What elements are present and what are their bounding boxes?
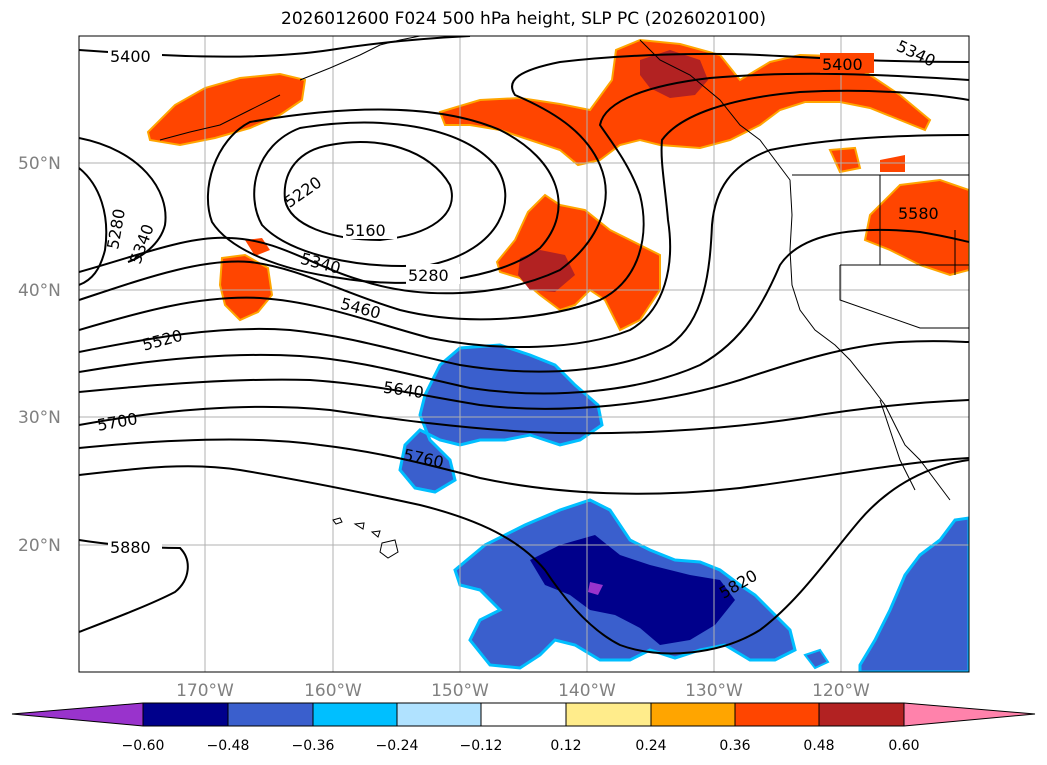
lon-label: 140°W: [558, 681, 616, 701]
colorbar-tick-label: −0.24: [376, 738, 419, 754]
contour-label: 5400: [110, 47, 151, 66]
colorbar-tick-label: 0.36: [719, 738, 750, 754]
coastlines: [159, 36, 969, 501]
contour-label: 5160: [345, 221, 386, 240]
colorbar-tick-label: −0.60: [122, 738, 165, 754]
colorbar-segment: [313, 703, 397, 726]
colorbar-right-extension: [904, 703, 1035, 726]
lon-label: 160°W: [304, 681, 362, 701]
colorbar-segment: [735, 703, 819, 726]
colorbar: −0.60 −0.48 −0.36 −0.24 −0.12 0.12 0.24 …: [11, 702, 1036, 754]
contour-label: 5280: [408, 266, 449, 285]
colorbar-segment: [481, 703, 566, 726]
lat-label: 50°N: [18, 154, 61, 174]
map-title: 2026012600 F024 500 hPa height, SLP PC (…: [281, 9, 766, 29]
lat-label: 20°N: [18, 536, 61, 556]
lon-label: 150°W: [431, 681, 489, 701]
latitude-labels: 50°N 40°N 30°N 20°N: [18, 154, 61, 556]
colorbar-tick-label: −0.36: [292, 738, 335, 754]
colorbar-segment: [397, 703, 481, 726]
longitude-labels: 170°W 160°W 150°W 140°W 130°W 120°W: [176, 681, 870, 701]
lat-label: 30°N: [18, 408, 61, 428]
contour-label: 5580: [898, 204, 939, 223]
colorbar-segment: [228, 703, 313, 726]
graticule: [79, 36, 969, 672]
colorbar-tick-label: 0.48: [803, 738, 834, 754]
lon-label: 120°W: [812, 681, 870, 701]
colorbar-segment: [143, 703, 228, 726]
lon-label: 130°W: [685, 681, 743, 701]
colorbar-segment: [566, 703, 651, 726]
colorbar-ticks: −0.60 −0.48 −0.36 −0.24 −0.12 0.12 0.24 …: [122, 738, 920, 754]
colorbar-tick-label: 0.12: [550, 738, 581, 754]
contour-label: 5880: [110, 538, 151, 557]
contour-label: 5400: [822, 55, 863, 74]
negative-anomaly-regions: [398, 343, 969, 672]
colorbar-segment: [651, 703, 735, 726]
lat-label: 40°N: [18, 281, 61, 301]
colorbar-tick-label: 0.24: [635, 738, 666, 754]
colorbar-left-extension: [12, 703, 143, 726]
colorbar-tick-label: −0.48: [207, 738, 250, 754]
height-contours: [79, 36, 969, 655]
colorbar-tick-label: 0.60: [888, 738, 919, 754]
map-frame: [78, 35, 970, 673]
colorbar-segment: [819, 703, 904, 726]
lon-label: 170°W: [176, 681, 234, 701]
hawaii-islands: [332, 517, 399, 559]
colorbar-tick-label: −0.12: [460, 738, 503, 754]
